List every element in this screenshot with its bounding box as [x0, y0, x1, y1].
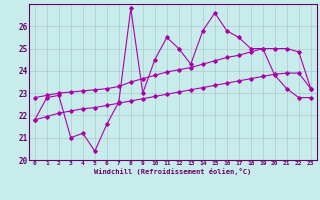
X-axis label: Windchill (Refroidissement éolien,°C): Windchill (Refroidissement éolien,°C)	[94, 168, 252, 175]
